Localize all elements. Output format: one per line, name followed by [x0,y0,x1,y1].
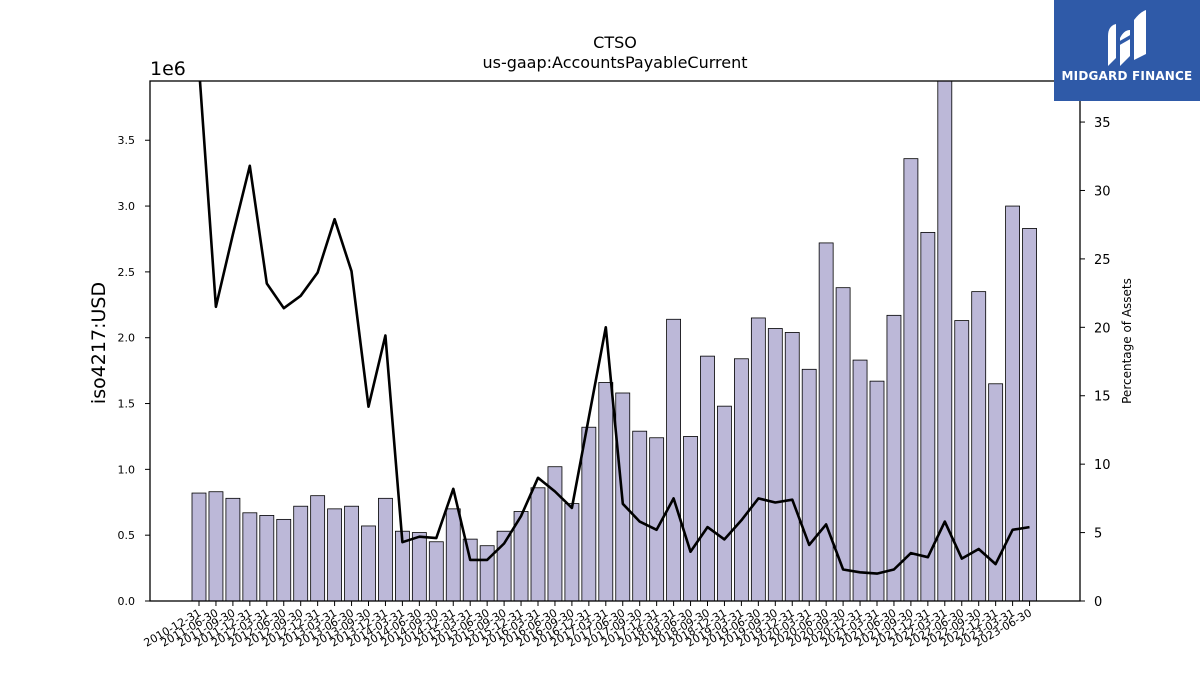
bar [801,368,817,602]
bar [462,538,478,602]
bar [259,515,275,602]
bar [598,382,614,602]
bar [886,314,902,602]
bar [564,503,580,602]
bar [293,505,309,602]
bar [683,436,698,602]
y-tick-label: 2.5 [118,266,136,279]
y-tick-label: 0.0 [118,595,136,608]
chart-title: CTSO [593,33,637,52]
bar [276,518,292,602]
bar [988,383,1004,602]
bar [530,487,546,602]
y-axis-label: iso4217:USD [88,282,110,404]
chart-subtitle: us-gaap:AccountsPayableCurrent [482,53,747,72]
y-tick-label: 1.0 [118,463,136,476]
bar [191,492,207,602]
y2-tick-label: 35 [1094,116,1111,131]
y2-tick-label: 20 [1094,321,1111,336]
bar [852,359,868,602]
y2-tick-label: 5 [1094,527,1102,542]
y-tick-label: 1.5 [118,398,136,411]
bar [361,525,376,602]
bar [344,505,359,602]
y2-axis-ticks: 0 5 10 15 20 25 30 35 [1080,116,1111,610]
bar-series [191,80,1037,602]
bar [818,242,834,602]
midgard-logo-icon [1108,10,1146,66]
bar [734,358,749,602]
y-tick-label: 3.0 [118,200,136,213]
bar [208,491,224,602]
bar [784,332,800,602]
line-series [198,81,1030,575]
bar [411,532,427,602]
bar [225,497,241,602]
plot-frame [149,80,1081,602]
bar [869,380,885,602]
y2-tick-label: 15 [1094,390,1111,405]
bar [428,541,444,602]
bar [1022,228,1037,602]
bar [700,355,715,602]
y-axis-ticks: 0.0 0.5 1.0 1.5 2.0 2.5 3.0 3.5 [118,134,150,608]
bar [581,426,597,602]
bar [767,328,783,602]
y2-tick-label: 0 [1094,595,1102,610]
y-tick-label: 0.5 [118,529,136,542]
logo-text: MIDGARD FINANCE [1061,69,1193,83]
bar [327,508,343,602]
bar [666,318,681,602]
y-tick-label: 3.5 [118,134,136,147]
pct-assets-line [198,81,1030,575]
bar [378,497,393,602]
y2-tick-label: 10 [1094,458,1111,473]
bar [903,158,919,602]
y2-tick-label: 30 [1094,184,1111,199]
midgard-finance-logo[interactable]: MIDGARD FINANCE [1054,0,1200,101]
bar [445,508,461,602]
y2-tick-label: 25 [1094,253,1111,268]
y-offset-label: 1e6 [150,58,186,80]
bar [717,405,732,602]
bar [310,495,326,602]
bar [242,512,258,602]
bar [750,317,766,602]
x-axis-ticks: 2010-12-312011-06-302011-09-302011-12-31… [142,601,1034,650]
y2-axis-label: Percentage of Assets [1120,278,1134,404]
y-tick-label: 2.0 [118,332,136,345]
